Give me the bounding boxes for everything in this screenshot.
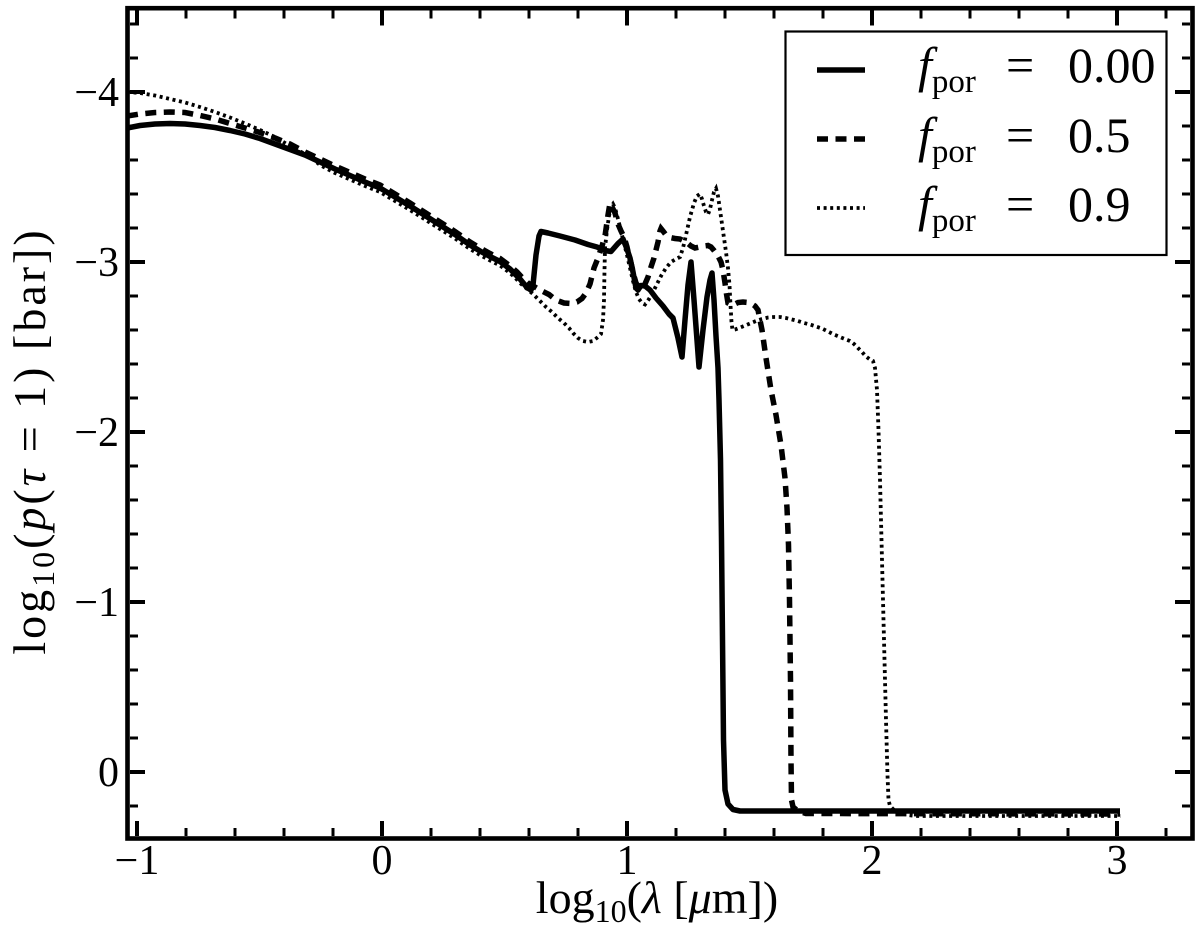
- svg-text:−3: −3: [74, 240, 119, 286]
- svg-text:0: 0: [98, 750, 119, 796]
- svg-text:1: 1: [617, 838, 638, 884]
- svg-text:fpor=0.9: fpor = 0.9: [918, 176, 1131, 239]
- svg-text:−2: −2: [74, 410, 119, 456]
- svg-text:−1: −1: [74, 580, 119, 626]
- svg-text:2: 2: [862, 838, 883, 884]
- svg-text:−1: −1: [115, 838, 160, 884]
- svg-text:log10(p(τ = 1) [bar]): log10(p(τ = 1) [bar]): [4, 227, 61, 654]
- svg-text:3: 3: [1107, 838, 1128, 884]
- svg-text:log10(λ [μm]): log10(λ [μm]): [536, 872, 778, 929]
- svg-text:0: 0: [372, 838, 393, 884]
- svg-text:−4: −4: [74, 70, 119, 116]
